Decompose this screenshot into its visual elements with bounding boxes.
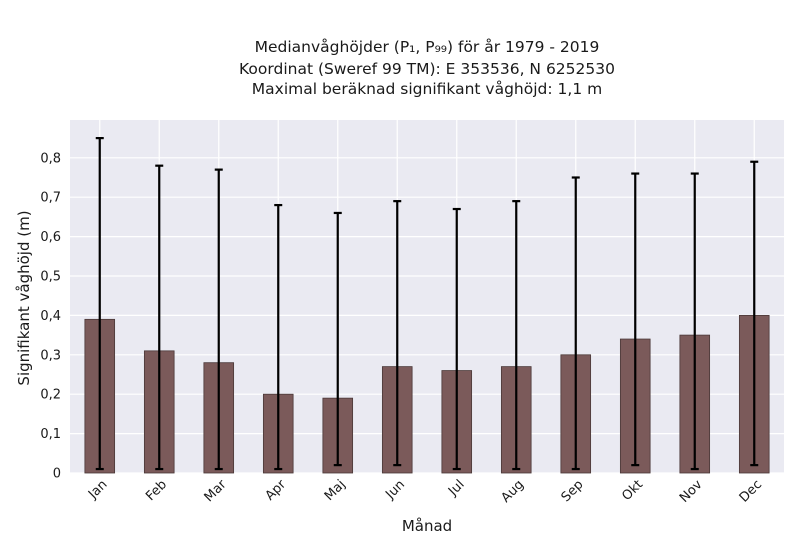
- y-tick-label: 0,2: [40, 388, 61, 403]
- x-tick-label-sep: Sep: [559, 477, 587, 505]
- y-tick-label: 0,5: [40, 270, 61, 285]
- chart-title: Medianvåghöjder (P₁, P₉₉) för år 1979 - …: [239, 38, 615, 98]
- x-tick-label-jan: Jan: [85, 477, 110, 502]
- x-tick-label-apr: Apr: [263, 477, 290, 504]
- errorbar-dec: [750, 160, 759, 467]
- errorbar-feb: [155, 164, 164, 471]
- y-axis-label: Signifikant våghöjd (m): [15, 210, 33, 385]
- x-tick-label-maj: Maj: [322, 477, 349, 504]
- x-tick-label-dec: Dec: [737, 477, 765, 505]
- x-tick-label-feb: Feb: [143, 477, 170, 504]
- title-line-1: Medianvåghöjder (P₁, P₉₉) för år 1979 - …: [255, 38, 600, 56]
- errorbar-jan: [95, 137, 104, 471]
- x-tick-label-jul: Jul: [445, 477, 467, 499]
- errorbar-apr: [274, 203, 283, 471]
- errorbar-aug: [512, 200, 521, 471]
- plot-area: [70, 120, 784, 473]
- errorbar-nov: [690, 172, 699, 471]
- errorbar-jun: [393, 200, 402, 467]
- errorbar-jul: [452, 207, 461, 471]
- title-line-3: Maximal beräknad signifikant våghöjd: 1,…: [252, 80, 602, 98]
- y-tick-label: 0,4: [40, 309, 61, 324]
- y-tick-label: 0,8: [40, 151, 61, 166]
- x-tick-label-nov: Nov: [677, 477, 706, 506]
- x-tick-label-aug: Aug: [499, 477, 528, 506]
- y-tick-label: 0,3: [40, 348, 61, 363]
- errorbar-sep: [571, 176, 580, 471]
- title-line-2: Koordinat (Sweref 99 TM): E 353536, N 62…: [239, 60, 615, 78]
- errorbar-mar: [214, 168, 223, 471]
- y-tick-label: 0,7: [40, 191, 61, 206]
- x-tick-labels: Jan Feb Mar Apr Maj Jun Jul Aug Sep Okt Nov Dec: [85, 477, 765, 506]
- x-tick-label-okt: Okt: [619, 477, 646, 504]
- x-tick-label-mar: Mar: [202, 477, 230, 505]
- y-tick-label: 0: [53, 467, 61, 482]
- y-tick-label: 0,1: [40, 427, 61, 442]
- y-tick-label: 0,6: [40, 230, 61, 245]
- errorbar-okt: [631, 172, 640, 467]
- x-tick-label-jun: Jun: [382, 477, 408, 503]
- error-bars: [95, 137, 759, 471]
- errorbar-maj: [333, 211, 342, 467]
- x-axis-label: Månad: [402, 517, 452, 535]
- y-tick-labels: 0 0,1 0,2 0,3 0,4 0,5 0,6 0,7 0,8: [40, 151, 61, 481]
